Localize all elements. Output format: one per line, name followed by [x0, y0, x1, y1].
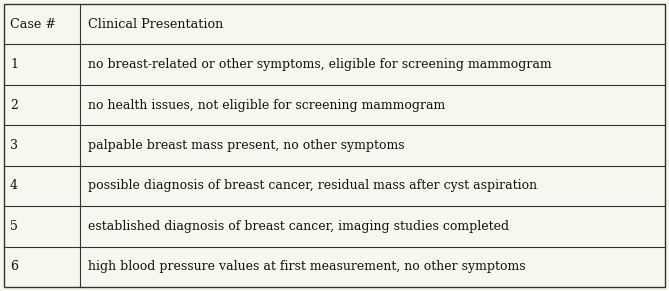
Text: palpable breast mass present, no other symptoms: palpable breast mass present, no other s… — [88, 139, 405, 152]
Text: Clinical Presentation: Clinical Presentation — [88, 18, 223, 31]
Text: 6: 6 — [10, 260, 18, 273]
Text: 5: 5 — [10, 220, 18, 233]
Text: 2: 2 — [10, 99, 18, 111]
Text: no health issues, not eligible for screening mammogram: no health issues, not eligible for scree… — [88, 99, 446, 111]
Text: 4: 4 — [10, 180, 18, 192]
Text: possible diagnosis of breast cancer, residual mass after cyst aspiration: possible diagnosis of breast cancer, res… — [88, 180, 537, 192]
Text: 1: 1 — [10, 58, 18, 71]
Text: Case #: Case # — [10, 18, 56, 31]
Text: high blood pressure values at first measurement, no other symptoms: high blood pressure values at first meas… — [88, 260, 526, 273]
Text: no breast-related or other symptoms, eligible for screening mammogram: no breast-related or other symptoms, eli… — [88, 58, 552, 71]
Text: 3: 3 — [10, 139, 18, 152]
Text: established diagnosis of breast cancer, imaging studies completed: established diagnosis of breast cancer, … — [88, 220, 509, 233]
